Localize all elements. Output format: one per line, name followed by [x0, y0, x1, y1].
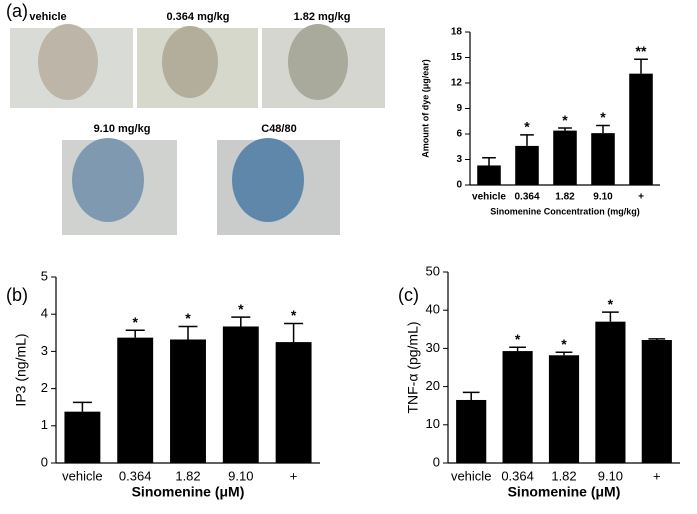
photo-label: 9.10 mg/kg: [94, 123, 151, 135]
y-tick-label: 40: [426, 302, 440, 317]
bar: [477, 165, 501, 185]
x-axis-label: Sinomenine (μM): [132, 484, 245, 500]
error-bar: [231, 316, 251, 327]
significance-label: *: [608, 296, 614, 312]
error-bar: [555, 351, 573, 356]
error-bar: [125, 329, 145, 338]
significance-label: *: [132, 314, 138, 330]
y-tick-label: 3: [456, 154, 462, 165]
y-tick-label: 3: [41, 343, 48, 358]
bar: [553, 130, 577, 185]
y-tick-label: 2: [41, 380, 48, 395]
x-tick-label: vehicle: [62, 468, 102, 483]
significance-label: *: [562, 112, 568, 128]
x-tick-label: +: [638, 192, 644, 203]
y-tick-label: 12: [451, 78, 463, 89]
bar: [548, 355, 580, 463]
y-axis-label: IP3 (ng/mL): [13, 333, 29, 406]
error-bar: [482, 157, 496, 166]
y-tick-label: 4: [41, 306, 48, 321]
bar: [222, 326, 259, 463]
y-tick-label: 0: [41, 454, 48, 469]
error-bar: [648, 338, 666, 340]
bar: [595, 321, 626, 463]
y-tick-label: 9: [456, 103, 462, 114]
error-bar: [178, 325, 198, 340]
y-tick-label: 50: [426, 263, 440, 278]
ear: [288, 24, 348, 100]
x-tick-label: 0.364: [501, 468, 534, 483]
error-bar: [602, 311, 619, 322]
y-tick-label: 0: [433, 454, 440, 469]
error-bar: [520, 134, 534, 146]
significance-label: *: [185, 310, 191, 326]
x-tick-label: 1.82: [175, 468, 200, 483]
ear: [72, 138, 144, 222]
x-axis-label: Sinomenine (μM): [508, 484, 621, 500]
x-tick-label: 1.82: [551, 468, 576, 483]
y-tick-label: 15: [451, 52, 463, 63]
panel-label: (b): [6, 285, 28, 305]
significance-label: *: [515, 331, 521, 347]
significance-label: *: [238, 301, 244, 317]
y-tick-label: 20: [426, 378, 440, 393]
error-bar: [558, 127, 572, 131]
ear: [232, 138, 304, 222]
bar: [502, 351, 533, 463]
x-axis-label: Sinomenine Concentration (mg/kg): [490, 206, 640, 216]
y-tick-label: 5: [41, 268, 48, 283]
photo-label: 1.82 mg/kg: [294, 11, 351, 23]
error-bar: [72, 401, 92, 412]
panel-label: (a): [6, 1, 28, 21]
bar: [117, 337, 154, 463]
significance-label: *: [291, 307, 297, 323]
x-tick-label: 0.364: [514, 192, 539, 203]
bar: [515, 145, 539, 185]
x-tick-label: 1.82: [555, 192, 575, 203]
bar: [170, 339, 206, 463]
error-bar: [634, 58, 648, 74]
error-bar: [284, 322, 304, 343]
photo-label: 0.364 mg/kg: [167, 11, 230, 23]
significance-label: *: [561, 336, 567, 352]
y-tick-label: 30: [426, 340, 440, 355]
y-tick-label: 0: [456, 180, 462, 191]
error-bar: [596, 124, 610, 134]
x-tick-label: 0.364: [119, 468, 152, 483]
x-tick-label: 9.10: [598, 468, 623, 483]
significance-label: **: [636, 43, 647, 59]
x-tick-label: vehicle: [451, 468, 491, 483]
photo-label: C48/80: [261, 123, 296, 135]
significance-label: *: [600, 109, 606, 125]
bar: [629, 73, 653, 185]
bar: [456, 399, 487, 463]
x-tick-label: +: [653, 468, 661, 483]
significance-label: *: [524, 119, 530, 135]
bar: [64, 411, 101, 463]
y-tick-label: 10: [426, 416, 440, 431]
x-tick-label: +: [290, 468, 298, 483]
x-tick-label: 9.10: [228, 468, 253, 483]
error-bar: [509, 346, 526, 352]
y-tick-label: 1: [41, 417, 48, 432]
bar: [591, 133, 615, 185]
panel-label: (c): [398, 285, 419, 305]
photo-label: vehicle: [29, 11, 66, 23]
x-tick-label: 9.10: [593, 192, 613, 203]
y-axis-label: Amount of dye (μg/ear): [420, 59, 430, 158]
photos: [10, 24, 385, 235]
x-tick-label: vehicle: [472, 192, 506, 203]
ear: [162, 26, 218, 98]
y-tick-label: 18: [451, 27, 463, 38]
y-axis-label: TNF-α (pg/mL): [405, 321, 421, 413]
y-tick-label: 6: [456, 129, 462, 140]
bar: [641, 339, 672, 463]
bar: [275, 342, 312, 463]
ear: [38, 24, 98, 100]
error-bar: [462, 391, 480, 400]
